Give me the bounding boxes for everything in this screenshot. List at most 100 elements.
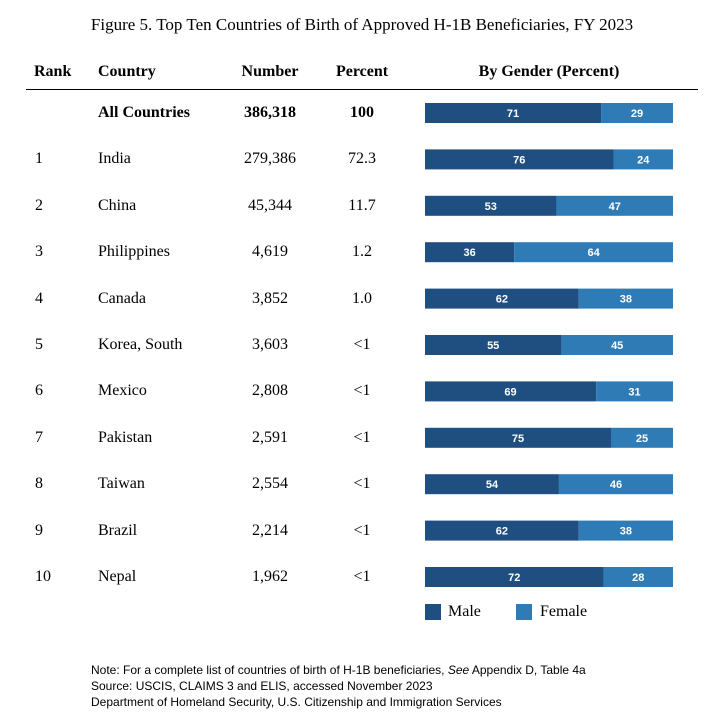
bar-label-male: 69 bbox=[504, 386, 516, 398]
bar-label-male: 36 bbox=[464, 247, 476, 259]
bar-female bbox=[514, 242, 673, 263]
row-country: Philippines bbox=[98, 243, 171, 261]
bar-label-male: 55 bbox=[487, 340, 499, 352]
row-country: Mexico bbox=[98, 382, 147, 400]
row-country: Canada bbox=[98, 289, 146, 307]
row-country: Pakistan bbox=[98, 428, 153, 446]
footnote-text: Appendix D, Table 4a bbox=[469, 663, 586, 677]
bar-label-male: 54 bbox=[486, 479, 499, 491]
row-country: Brazil bbox=[98, 521, 138, 539]
row-number: 279,386 bbox=[244, 150, 296, 168]
bar-label-female: 28 bbox=[632, 572, 644, 584]
row-percent: <1 bbox=[353, 428, 371, 446]
bar-female bbox=[558, 474, 673, 495]
row-number: 3,603 bbox=[252, 336, 288, 353]
row-percent: 1.2 bbox=[352, 243, 372, 261]
bar-label-female: 64 bbox=[588, 247, 601, 259]
bar-female bbox=[596, 381, 673, 402]
bar-label-female: 25 bbox=[636, 433, 648, 445]
bar-male bbox=[425, 242, 515, 263]
bar-label-male: 72 bbox=[508, 572, 520, 584]
legend-male-label: Male bbox=[448, 603, 481, 620]
footnote-line: Note: For a complete list of countries o… bbox=[91, 662, 586, 678]
row-country: Nepal bbox=[98, 568, 137, 585]
footnote-text: See bbox=[447, 663, 470, 677]
header-country: Country bbox=[98, 63, 156, 80]
row-number: 2,808 bbox=[252, 382, 288, 400]
bar-female bbox=[603, 567, 673, 587]
bar-female bbox=[561, 335, 673, 355]
bar-male bbox=[425, 195, 557, 216]
header-rule bbox=[26, 89, 698, 90]
header-rank: Rank bbox=[34, 63, 72, 80]
row-percent: 72.3 bbox=[348, 150, 376, 168]
bar-label-male: 76 bbox=[513, 154, 525, 166]
row-number: 4,619 bbox=[252, 243, 288, 261]
row-percent: <1 bbox=[353, 568, 371, 585]
bar-label-male: 53 bbox=[485, 201, 497, 213]
row-rank: 10 bbox=[35, 568, 51, 585]
row-number: 45,344 bbox=[248, 196, 292, 214]
bar-male bbox=[425, 103, 602, 123]
bar-female bbox=[556, 195, 673, 216]
header-gender: By Gender (Percent) bbox=[478, 63, 620, 80]
bar-male bbox=[425, 567, 604, 587]
row-rank: 4 bbox=[35, 289, 43, 307]
bar-female bbox=[578, 520, 673, 541]
row-number: 2,554 bbox=[252, 475, 288, 493]
row-rank: 3 bbox=[35, 243, 43, 261]
footnote-line: Department of Homeland Security, U.S. Ci… bbox=[91, 694, 502, 710]
row-rank: 2 bbox=[35, 196, 43, 214]
bar-label-female: 47 bbox=[609, 201, 621, 213]
bar-label-male: 71 bbox=[507, 108, 519, 120]
row-country: All Countries bbox=[98, 104, 190, 121]
row-percent: <1 bbox=[353, 475, 371, 493]
bar-male bbox=[425, 381, 597, 402]
bar-male bbox=[425, 149, 614, 170]
bar-label-male: 75 bbox=[512, 433, 524, 445]
bar-label-female: 24 bbox=[637, 154, 650, 166]
footnote-text: Source: USCIS, CLAIMS 3 and ELIS, access… bbox=[91, 679, 433, 693]
bar-male bbox=[425, 520, 579, 541]
header-number: Number bbox=[241, 63, 299, 80]
row-country: Korea, South bbox=[98, 336, 183, 353]
row-percent: <1 bbox=[353, 382, 371, 400]
bar-label-female: 29 bbox=[631, 108, 643, 120]
row-rank: 8 bbox=[35, 475, 43, 493]
row-number: 386,318 bbox=[244, 104, 296, 121]
bar-female bbox=[611, 427, 673, 448]
row-country: Taiwan bbox=[98, 475, 145, 493]
bar-male bbox=[425, 474, 559, 495]
row-rank: 5 bbox=[35, 336, 43, 353]
bar-female bbox=[613, 149, 673, 170]
legend-female-label: Female bbox=[540, 603, 588, 620]
bar-male bbox=[425, 427, 611, 448]
footnote-line: Source: USCIS, CLAIMS 3 and ELIS, access… bbox=[91, 678, 433, 694]
row-rank: 6 bbox=[35, 382, 43, 400]
row-rank: 1 bbox=[35, 150, 43, 168]
bar-label-male: 62 bbox=[496, 294, 508, 306]
row-percent: <1 bbox=[353, 521, 371, 539]
legend-female-swatch bbox=[516, 604, 532, 620]
bar-label-female: 46 bbox=[610, 479, 622, 491]
row-percent: 100 bbox=[350, 104, 374, 121]
footnote-text: Note: For a complete list of countries o… bbox=[91, 663, 448, 677]
legend-male-swatch bbox=[425, 604, 441, 620]
row-number: 2,214 bbox=[252, 521, 288, 539]
bar-label-male: 62 bbox=[496, 526, 508, 538]
bar-label-female: 38 bbox=[620, 294, 632, 306]
row-country: India bbox=[98, 150, 131, 168]
footnote-text: Department of Homeland Security, U.S. Ci… bbox=[91, 695, 502, 709]
row-percent: 1.0 bbox=[352, 289, 372, 307]
row-percent: 11.7 bbox=[348, 196, 376, 214]
row-country: China bbox=[98, 196, 137, 214]
header-percent: Percent bbox=[335, 63, 389, 80]
row-number: 3,852 bbox=[252, 289, 288, 307]
bar-male bbox=[425, 335, 562, 355]
bar-label-female: 38 bbox=[620, 526, 632, 538]
row-percent: <1 bbox=[353, 336, 371, 353]
bar-female bbox=[578, 288, 673, 309]
bar-female bbox=[601, 103, 673, 123]
bar-male bbox=[425, 288, 579, 309]
